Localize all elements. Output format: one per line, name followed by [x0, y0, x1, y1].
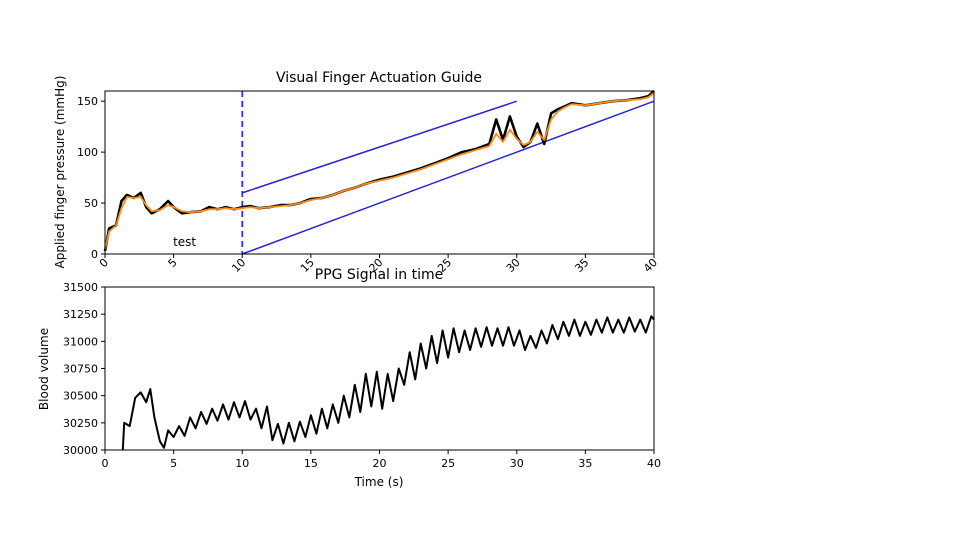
- guide-line-0: [242, 100, 517, 194]
- y-axis-label: Applied finger pressure (mmHg): [53, 76, 67, 269]
- x-tick-label: 25: [441, 457, 455, 470]
- y-tick-label: 30250: [63, 417, 98, 430]
- x-tick-label: 20: [373, 457, 387, 470]
- plot-frame: [104, 90, 655, 255]
- y-tick-label: 30500: [63, 390, 98, 403]
- y-tick-label: 150: [77, 95, 98, 108]
- y-tick-label: 30000: [63, 444, 98, 457]
- y-tick-label: 31000: [63, 335, 98, 348]
- series-line-1: [104, 92, 655, 250]
- ppg-signal-chart: PPG Signal in time Blood volume Time (s)…: [37, 267, 661, 489]
- x-tick-label: 30: [510, 457, 524, 470]
- plot-frame: [104, 286, 655, 451]
- x-tick-label: 0: [97, 256, 111, 270]
- x-tick-label: 10: [229, 256, 248, 275]
- x-tick-label: 15: [304, 457, 318, 470]
- finger-pressure-chart: Visual Finger Actuation Guide Applied fi…: [53, 70, 660, 275]
- x-tick-label: 0: [102, 457, 109, 470]
- x-tick-label: 35: [572, 256, 591, 275]
- guide-line-1: [241, 100, 655, 255]
- series-line-0: [103, 90, 655, 252]
- x-tick-label: 30: [504, 256, 523, 275]
- series-line-0: [121, 315, 655, 451]
- y-tick-label: 0: [91, 248, 98, 261]
- y-tick-label: 50: [84, 197, 98, 210]
- x-tick-label: 35: [578, 457, 592, 470]
- x-axis-label: Time (s): [354, 475, 404, 489]
- x-tick-label: 10: [235, 457, 249, 470]
- x-tick-label: 5: [166, 256, 180, 270]
- y-tick-label: 100: [77, 146, 98, 159]
- chart-title: Visual Finger Actuation Guide: [276, 70, 482, 86]
- series-layer: [103, 90, 655, 255]
- annotation-text: test: [173, 235, 196, 249]
- series-layer: [121, 315, 655, 451]
- chart-title: PPG Signal in time: [315, 267, 443, 283]
- x-tick-label: 40: [647, 457, 661, 470]
- y-tick-label: 31500: [63, 281, 98, 294]
- y-tick-label: 31250: [63, 308, 98, 321]
- y-axis-label: Blood volume: [37, 328, 51, 410]
- x-tick-label: 5: [170, 457, 177, 470]
- y-tick-label: 30750: [63, 363, 98, 376]
- ticks-layer: 0 5 10 15 20 25 30 35 40 30000 30250 30500 30750 3100…: [63, 281, 661, 470]
- x-tick-label: 40: [641, 256, 660, 275]
